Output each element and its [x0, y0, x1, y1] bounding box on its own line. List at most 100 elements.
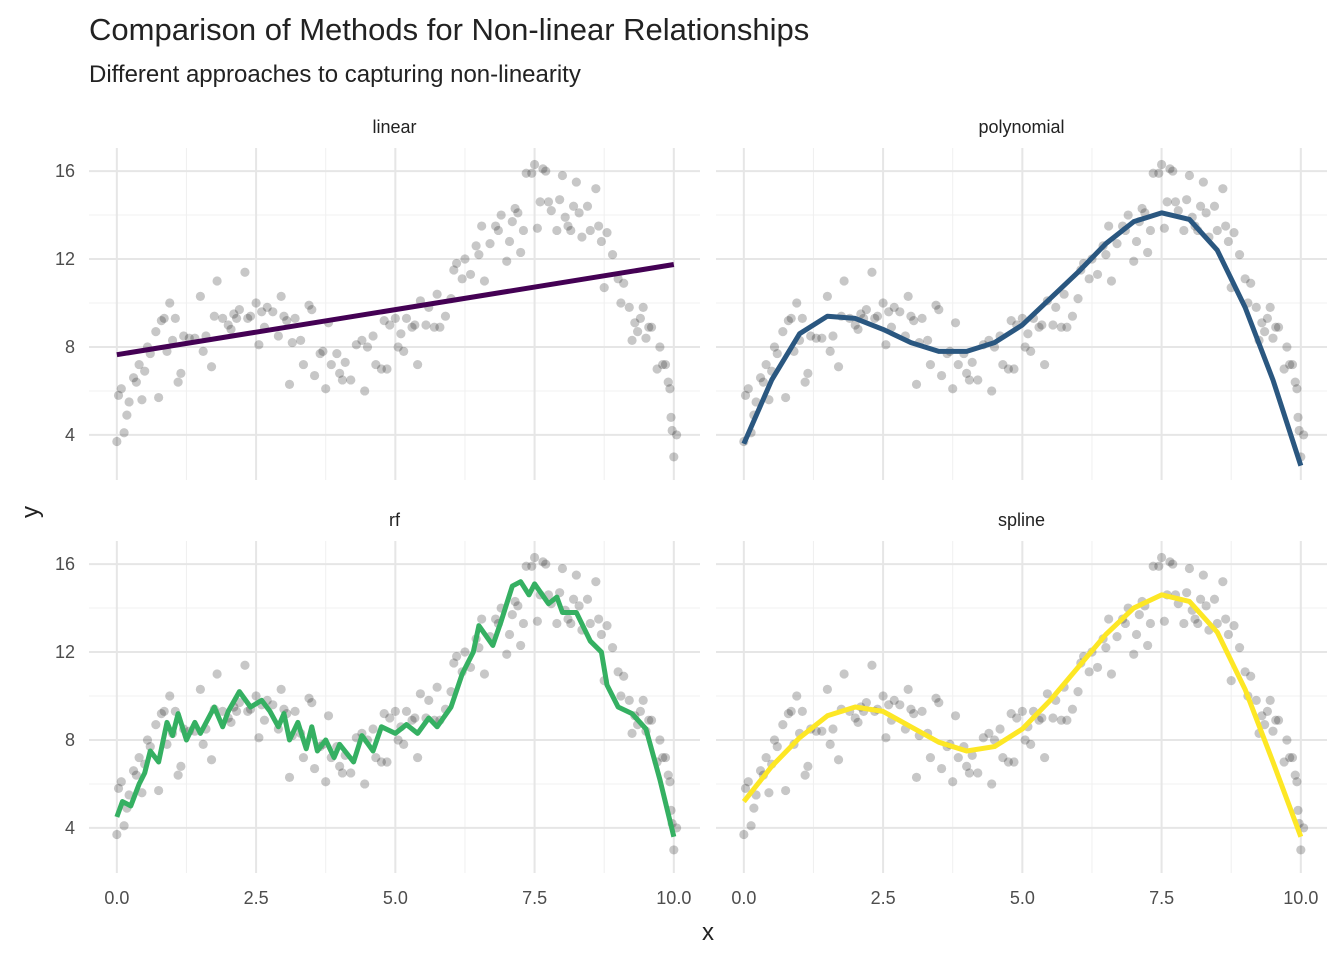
fit-line: [741, 210, 1304, 467]
data-point: [268, 307, 278, 317]
data-point: [493, 225, 503, 236]
data-point: [1104, 221, 1114, 231]
data-point: [867, 660, 877, 670]
data-point: [817, 333, 827, 343]
data-point: [449, 265, 459, 275]
y-tick-label: 12: [55, 642, 75, 662]
data-point: [856, 309, 866, 319]
data-point: [195, 291, 205, 302]
data-point: [209, 311, 219, 321]
data-point: [413, 752, 423, 763]
data-point: [1262, 706, 1273, 716]
data-point: [1271, 322, 1281, 332]
data-point: [360, 386, 370, 396]
data-point: [401, 313, 412, 323]
data-point: [1154, 168, 1164, 178]
data-point: [962, 761, 972, 771]
data-point: [223, 320, 233, 330]
data-point: [817, 726, 827, 736]
data-point: [800, 770, 810, 780]
data-point: [1154, 561, 1164, 571]
data-point: [510, 203, 520, 214]
data-point: [591, 184, 601, 194]
data-point: [1148, 561, 1158, 571]
data-point: [240, 267, 250, 277]
data-point: [895, 307, 905, 317]
data-point: [828, 331, 838, 341]
data-point: [917, 706, 927, 716]
x-tick-label: 2.5: [871, 888, 896, 908]
data-point: [781, 785, 791, 796]
data-point: [173, 770, 183, 780]
data-point: [490, 221, 501, 231]
data-point: [532, 223, 542, 233]
data-point: [652, 364, 662, 374]
data-point: [337, 375, 348, 385]
data-point: [1198, 177, 1208, 187]
data-point: [557, 170, 568, 181]
data-point: [839, 276, 849, 286]
data-point: [1129, 256, 1139, 266]
data-point: [1292, 777, 1302, 787]
data-point: [541, 166, 551, 176]
data-point: [1012, 713, 1022, 723]
data-point: [953, 359, 963, 370]
data-point: [1246, 671, 1256, 681]
panel-title: polynomial: [978, 117, 1064, 137]
data-point: [276, 291, 286, 302]
data-point: [638, 302, 648, 313]
data-point: [490, 614, 501, 624]
data-point: [953, 752, 963, 763]
data-point: [226, 717, 236, 727]
data-point: [1260, 719, 1270, 730]
data-point: [351, 340, 361, 350]
data-point: [853, 324, 863, 334]
data-point: [541, 559, 551, 569]
data-point: [496, 210, 506, 220]
data-point: [557, 563, 568, 574]
data-point: [967, 750, 977, 760]
data-point: [1223, 629, 1234, 640]
data-point: [761, 752, 771, 763]
data-point: [1006, 708, 1016, 719]
data-point: [290, 313, 300, 323]
data-point: [1137, 203, 1147, 214]
data-point: [1290, 377, 1300, 387]
data-point: [1268, 726, 1278, 736]
data-point: [195, 684, 205, 695]
x-axis-label: x: [702, 919, 714, 946]
data-point: [552, 618, 562, 629]
data-point: [1059, 289, 1069, 299]
data-point: [602, 621, 612, 631]
data-point: [1048, 713, 1058, 723]
data-point: [978, 733, 988, 743]
data-point: [599, 283, 609, 293]
data-point: [1129, 649, 1139, 659]
data-point: [198, 346, 208, 356]
data-point: [761, 359, 771, 370]
data-point: [903, 291, 913, 302]
data-point: [173, 377, 183, 387]
data-point: [560, 212, 570, 222]
data-point: [1037, 713, 1047, 723]
data-point: [665, 777, 675, 787]
data-point: [861, 305, 871, 315]
data-point: [950, 318, 961, 328]
data-point: [1101, 643, 1111, 653]
data-point: [407, 322, 417, 332]
data-point: [1131, 236, 1142, 247]
data-point: [1299, 823, 1309, 833]
data-point: [282, 315, 292, 326]
data-point: [128, 373, 139, 383]
data-point: [825, 739, 835, 749]
data-point: [833, 362, 844, 372]
data-point: [290, 706, 300, 716]
data-point: [800, 377, 810, 387]
data-point: [321, 384, 331, 394]
data-point: [669, 845, 679, 855]
data-point: [582, 594, 593, 604]
data-point: [521, 168, 531, 178]
data-point: [797, 313, 807, 323]
data-point: [1226, 676, 1236, 686]
